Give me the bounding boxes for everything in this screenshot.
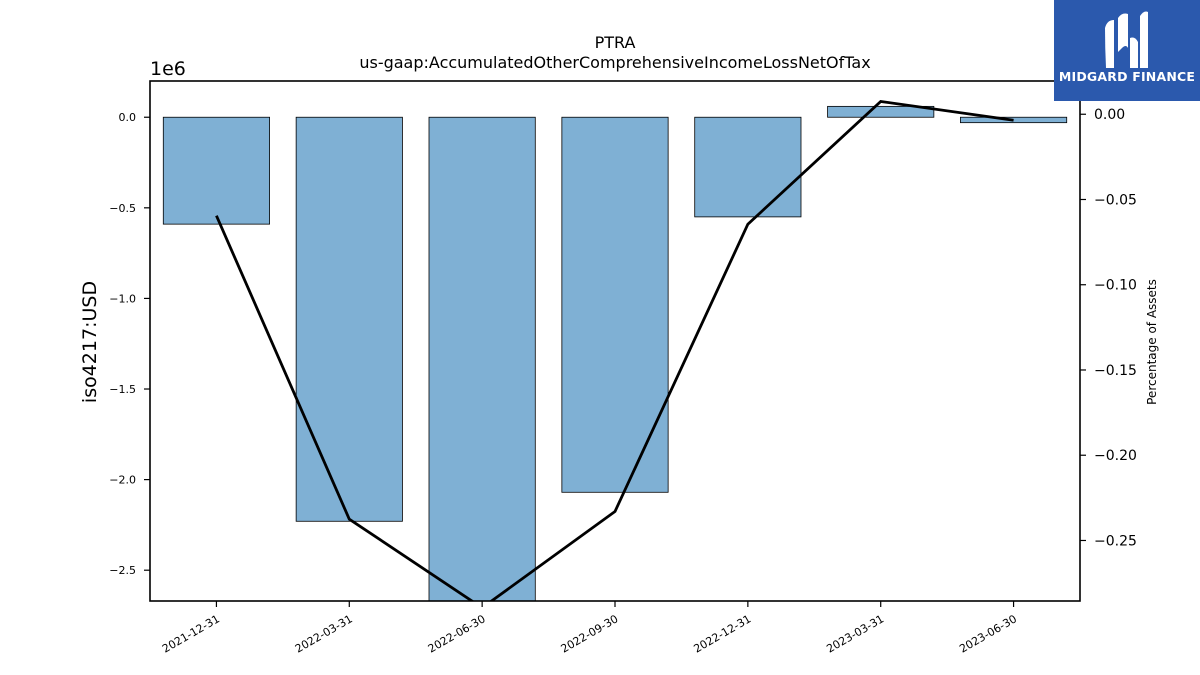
bar-2022-09-30 [561,116,669,493]
bars-group [162,105,1068,601]
x-tick-label: 2023-06-30 [957,612,1019,655]
x-tick-label: 2023-03-31 [824,612,886,655]
percentage-line [215,99,1014,601]
x-tick-label: 2022-12-31 [691,612,753,655]
y2-tick-label: −0.10 [1094,278,1137,294]
y-tick-label: 0.0 [119,111,137,124]
y-tick-label: −2.0 [109,474,136,487]
bar-2022-12-31 [694,116,802,218]
bar-2022-03-31 [295,116,403,522]
logo-text: MIDGARD FINANCE [1058,69,1196,84]
y2-tick-label: −0.20 [1094,448,1137,464]
x-tick-label: 2022-09-30 [559,612,621,655]
line-group [215,99,1014,601]
bar-2023-03-31 [827,105,935,118]
x-tick-label: 2021-12-31 [160,612,222,655]
y-tick-label: −1.5 [109,383,136,396]
y2-tick-label: 0.00 [1094,107,1125,123]
y2-axis-label: Percentage of Assets [1145,279,1159,405]
logo-icon [1105,11,1148,68]
bar-2021-12-31 [162,116,270,225]
y2-tick-label: −0.25 [1094,533,1137,549]
y-tick-label: −0.5 [109,202,136,215]
y-axis-label: iso4217:USD [79,281,101,403]
y-offset-label: 1e6 [150,58,186,80]
y2-tick-label: −0.15 [1094,363,1137,379]
x-tick-label: 2022-06-30 [426,612,488,655]
y-tick-label: −2.5 [109,564,136,577]
midgard-finance-logo: MIDGARD FINANCE [1054,0,1200,101]
x-tick-label: 2022-03-31 [293,612,355,655]
y2-tick-label: −0.05 [1094,192,1137,208]
chart-subtitle: us-gaap:AccumulatedOtherComprehensiveInc… [359,53,870,72]
bar-2022-06-30 [428,116,536,601]
y-tick-label: −1.0 [109,292,136,305]
chart-title: PTRA [595,33,636,52]
